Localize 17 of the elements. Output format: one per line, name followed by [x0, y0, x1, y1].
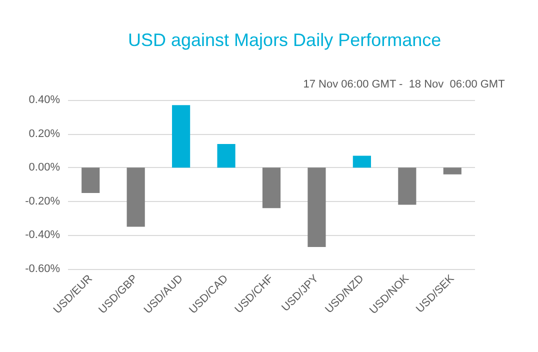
bar	[352, 156, 371, 168]
y-tick-label: 0.20%	[28, 128, 60, 140]
bar	[217, 144, 236, 168]
bar	[262, 168, 281, 208]
chart-title: USD against Majors Daily Performance	[128, 30, 442, 50]
bar	[443, 168, 462, 174]
bar	[172, 105, 190, 168]
y-tick-label: 0.00%	[28, 162, 60, 174]
bar	[82, 168, 100, 193]
y-tick-label: -0.40%	[25, 229, 60, 242]
bar	[398, 168, 416, 205]
y-tick-label: 0.40%	[28, 94, 60, 106]
bar	[126, 168, 145, 227]
chart-subtitle: 17 Nov 06:00 GMT - 18 Nov 06:00 GMT	[303, 78, 506, 90]
y-tick-label: -0.60%	[25, 263, 60, 275]
y-tick-label: -0.20%	[25, 195, 60, 208]
bar	[308, 168, 326, 248]
